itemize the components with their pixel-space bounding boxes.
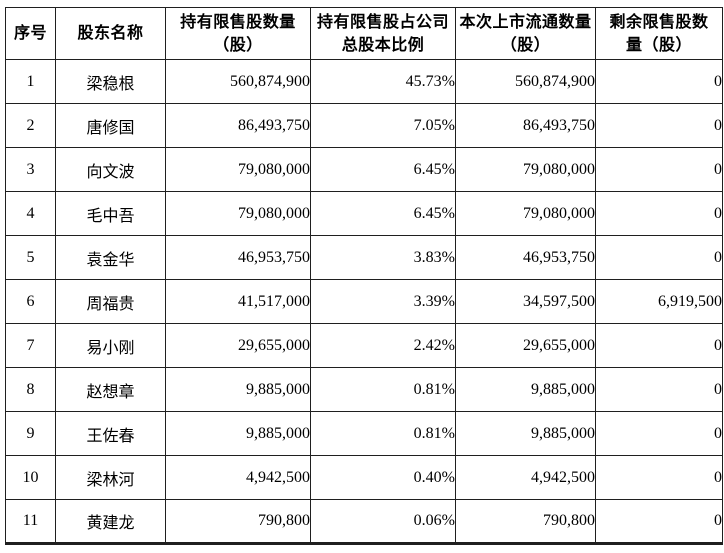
cell-shareholder: 周福贵 <box>55 279 166 324</box>
cell-index: 8 <box>5 367 56 412</box>
column-header-listed-now: 本次上市流通数量 （股） <box>455 7 596 60</box>
cell-index: 3 <box>5 147 56 192</box>
cell-shareholder: 赵想章 <box>55 367 166 412</box>
cell-remaining: 0 <box>595 367 723 412</box>
cell-restricted-held: 560,874,900 <box>165 59 311 104</box>
cell-remaining: 0 <box>595 455 723 500</box>
cell-restricted-held: 9,885,000 <box>165 411 311 456</box>
cell-restricted-held: 86,493,750 <box>165 103 311 148</box>
cell-index: 1 <box>5 59 56 104</box>
cell-shareholder: 向文波 <box>55 147 166 192</box>
cell-ratio: 6.45% <box>310 147 456 192</box>
cell-restricted-held: 41,517,000 <box>165 279 311 324</box>
column-header-shareholder: 股东名称 <box>55 7 166 60</box>
column-header-restricted-held: 持有限售股数量 （股） <box>165 7 311 60</box>
table-row: 3 向文波 79,080,000 6.45% 79,080,000 0 <box>5 147 723 192</box>
cell-shareholder: 唐修国 <box>55 103 166 148</box>
cell-listed-now: 9,885,000 <box>455 411 596 456</box>
cell-ratio: 45.73% <box>310 59 456 104</box>
restricted-shares-table: 序号 股东名称 持有限售股数量 （股） 持有限售股占公司 总股本比例 本次上市流… <box>5 7 723 545</box>
table-row: 6 周福贵 41,517,000 3.39% 34,597,500 6,919,500 <box>5 279 723 324</box>
cell-restricted-held: 790,800 <box>165 499 311 544</box>
cell-index: 11 <box>5 499 56 544</box>
table-row: 9 王佐春 9,885,000 0.81% 9,885,000 0 <box>5 411 723 456</box>
cell-ratio: 0.81% <box>310 411 456 456</box>
table-row: 4 毛中吾 79,080,000 6.45% 79,080,000 0 <box>5 191 723 236</box>
table-row: 7 易小刚 29,655,000 2.42% 29,655,000 0 <box>5 323 723 368</box>
cell-ratio: 3.39% <box>310 279 456 324</box>
cell-remaining: 0 <box>595 191 723 236</box>
cell-ratio: 7.05% <box>310 103 456 148</box>
cell-restricted-held: 46,953,750 <box>165 235 311 280</box>
cell-remaining: 0 <box>595 411 723 456</box>
cell-ratio: 0.81% <box>310 367 456 412</box>
cell-remaining: 0 <box>595 103 723 148</box>
cell-shareholder: 王佐春 <box>55 411 166 456</box>
cell-restricted-held: 79,080,000 <box>165 191 311 236</box>
cell-remaining: 0 <box>595 59 723 104</box>
table-row: 11 黄建龙 790,800 0.06% 790,800 0 <box>5 499 723 544</box>
cell-listed-now: 29,655,000 <box>455 323 596 368</box>
cell-shareholder: 易小刚 <box>55 323 166 368</box>
cell-index: 2 <box>5 103 56 148</box>
cell-ratio: 0.06% <box>310 499 456 544</box>
column-header-ratio: 持有限售股占公司 总股本比例 <box>310 7 456 60</box>
cell-listed-now: 34,597,500 <box>455 279 596 324</box>
header-row: 序号 股东名称 持有限售股数量 （股） 持有限售股占公司 总股本比例 本次上市流… <box>5 7 723 60</box>
cell-shareholder: 毛中吾 <box>55 191 166 236</box>
cell-restricted-held: 4,942,500 <box>165 455 311 500</box>
cell-shareholder: 梁林河 <box>55 455 166 500</box>
cell-index: 10 <box>5 455 56 500</box>
cell-listed-now: 79,080,000 <box>455 191 596 236</box>
cell-listed-now: 9,885,000 <box>455 367 596 412</box>
cell-ratio: 3.83% <box>310 235 456 280</box>
cell-remaining: 6,919,500 <box>595 279 723 324</box>
cell-shareholder: 袁金华 <box>55 235 166 280</box>
cell-restricted-held: 29,655,000 <box>165 323 311 368</box>
cell-index: 4 <box>5 191 56 236</box>
column-header-index: 序号 <box>5 7 56 60</box>
cell-restricted-held: 79,080,000 <box>165 147 311 192</box>
cell-index: 9 <box>5 411 56 456</box>
table-row: 10 梁林河 4,942,500 0.40% 4,942,500 0 <box>5 455 723 500</box>
table-header: 序号 股东名称 持有限售股数量 （股） 持有限售股占公司 总股本比例 本次上市流… <box>5 7 723 60</box>
cell-listed-now: 790,800 <box>455 499 596 544</box>
table-row: 8 赵想章 9,885,000 0.81% 9,885,000 0 <box>5 367 723 412</box>
cell-index: 6 <box>5 279 56 324</box>
column-header-remaining: 剩余限售股数 量（股） <box>595 7 723 60</box>
cell-listed-now: 4,942,500 <box>455 455 596 500</box>
table-row: 1 梁稳根 560,874,900 45.73% 560,874,900 0 <box>5 59 723 104</box>
cell-remaining: 0 <box>595 499 723 544</box>
cell-restricted-held: 9,885,000 <box>165 367 311 412</box>
cell-remaining: 0 <box>595 147 723 192</box>
cell-listed-now: 79,080,000 <box>455 147 596 192</box>
cell-remaining: 0 <box>595 323 723 368</box>
table-row: 2 唐修国 86,493,750 7.05% 86,493,750 0 <box>5 103 723 148</box>
table-row: 5 袁金华 46,953,750 3.83% 46,953,750 0 <box>5 235 723 280</box>
cell-listed-now: 560,874,900 <box>455 59 596 104</box>
cell-ratio: 2.42% <box>310 323 456 368</box>
cell-index: 7 <box>5 323 56 368</box>
cell-shareholder: 梁稳根 <box>55 59 166 104</box>
cell-index: 5 <box>5 235 56 280</box>
cell-listed-now: 86,493,750 <box>455 103 596 148</box>
cell-ratio: 0.40% <box>310 455 456 500</box>
table-body: 1 梁稳根 560,874,900 45.73% 560,874,900 0 2 唐修国 86,… <box>5 59 723 544</box>
cell-shareholder: 黄建龙 <box>55 499 166 544</box>
cell-listed-now: 46,953,750 <box>455 235 596 280</box>
cell-ratio: 6.45% <box>310 191 456 236</box>
cell-remaining: 0 <box>595 235 723 280</box>
